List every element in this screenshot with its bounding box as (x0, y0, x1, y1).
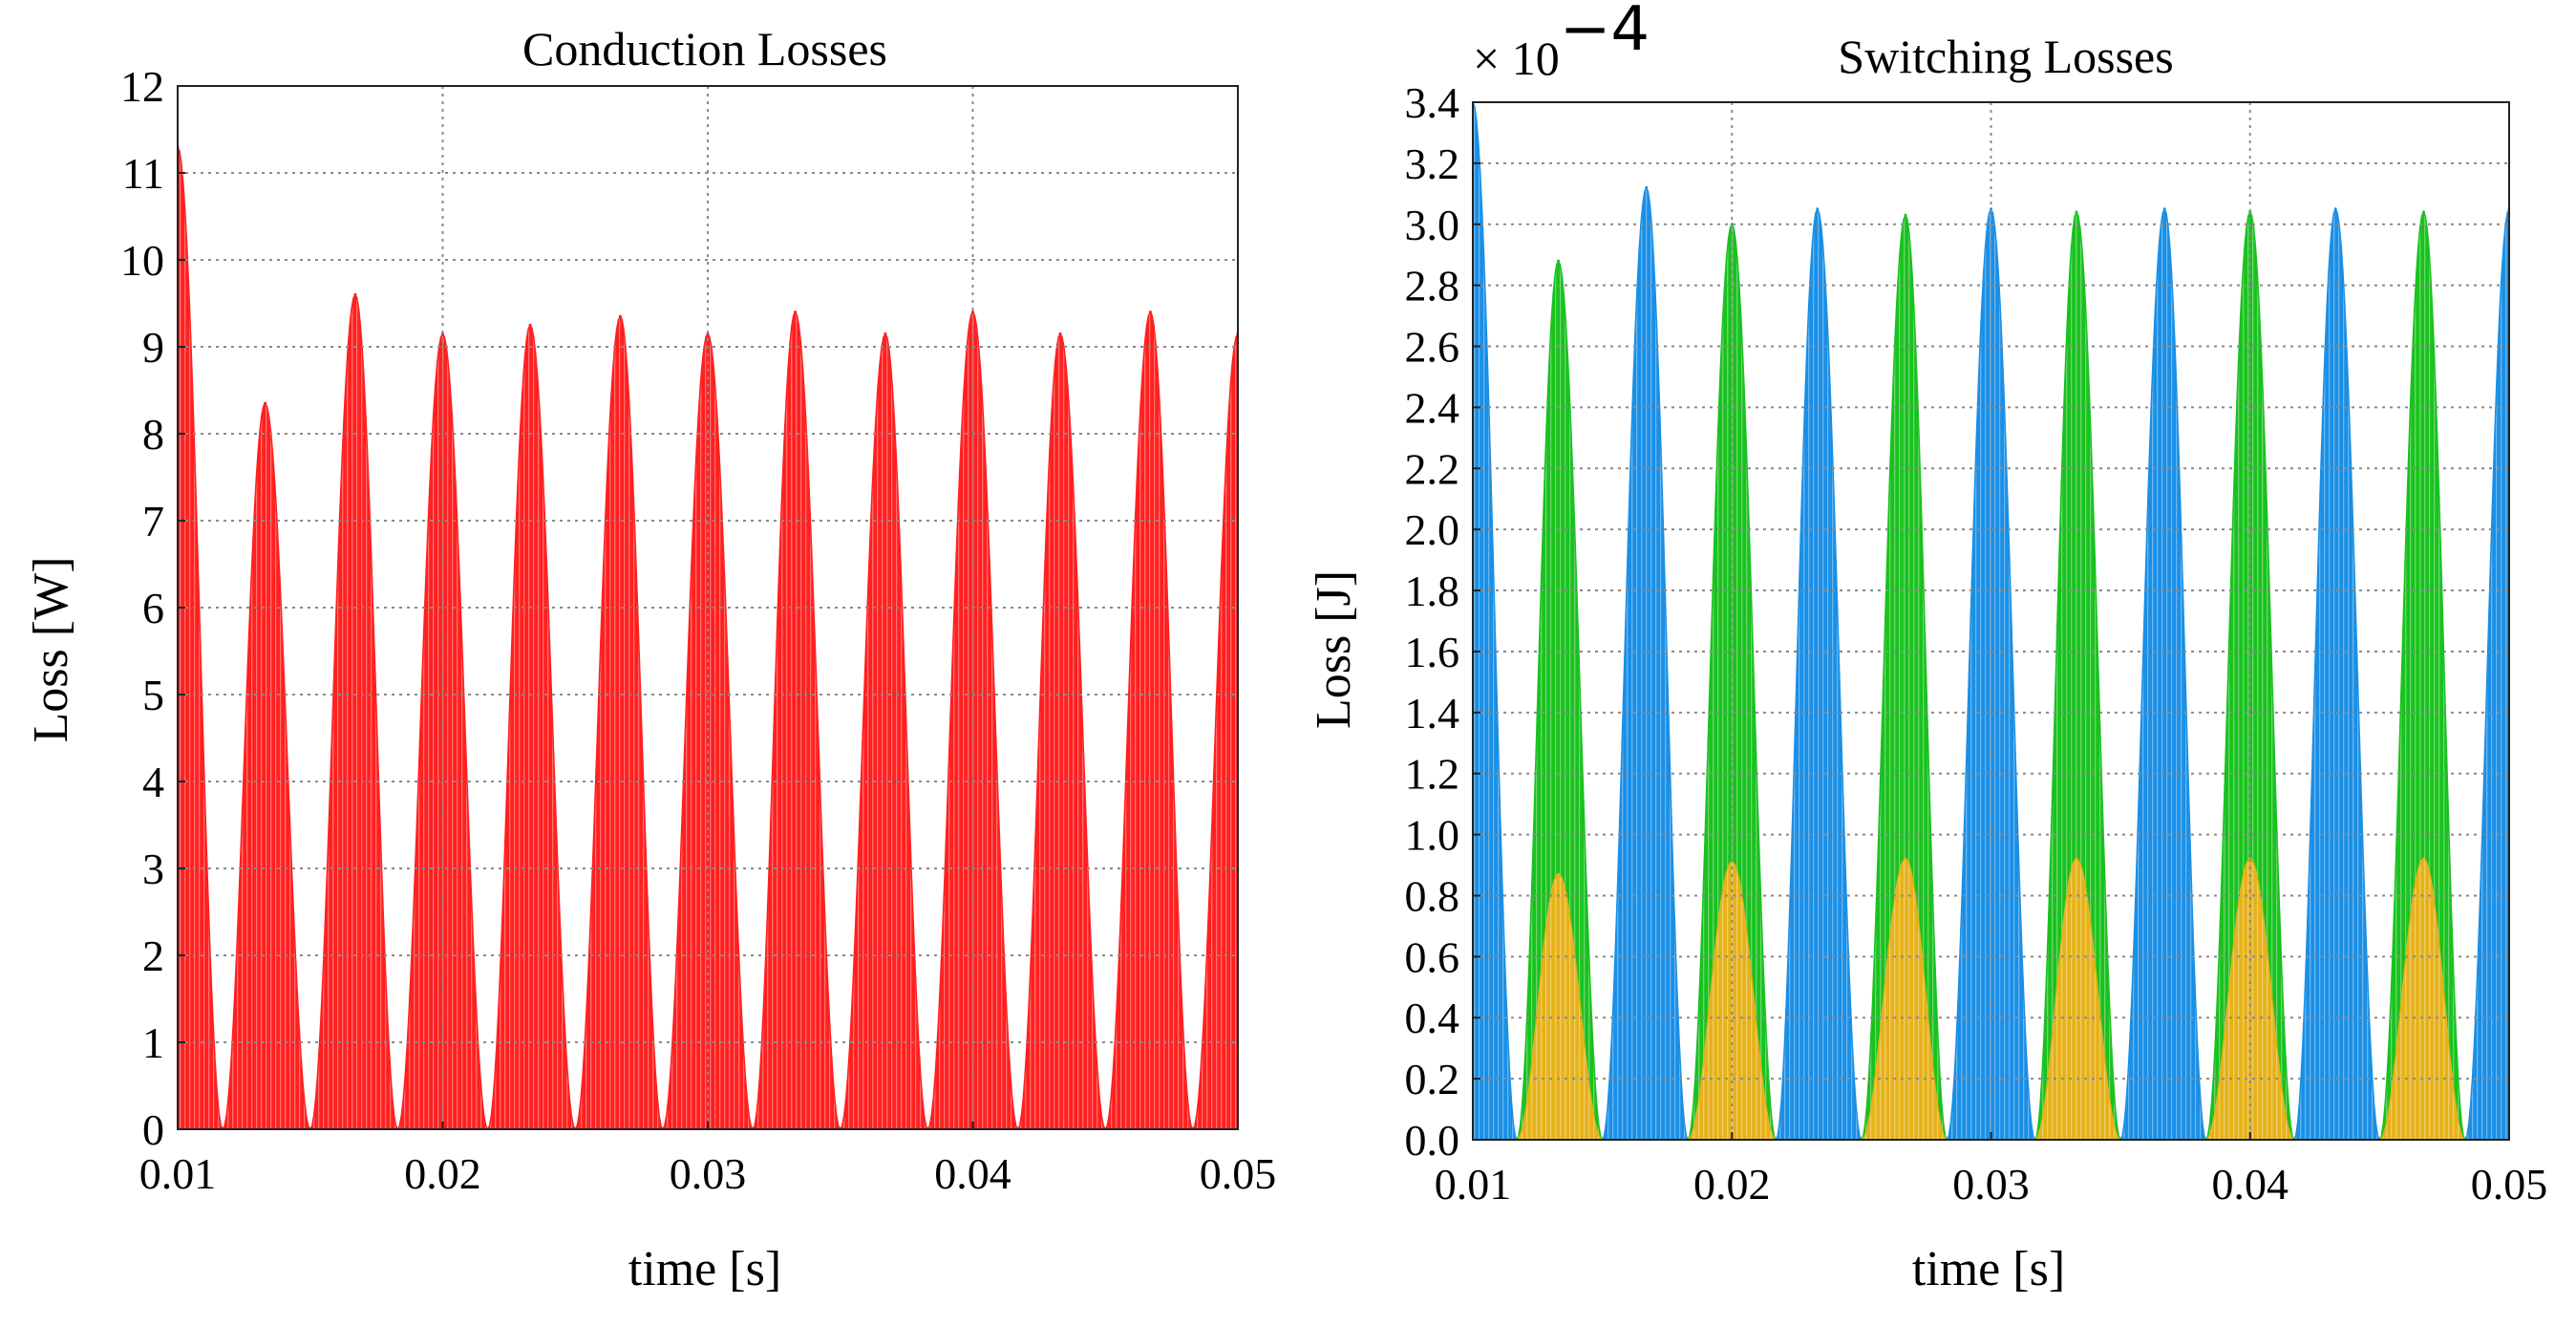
y-tick-label: 1 (142, 1018, 164, 1067)
data-point (794, 310, 798, 314)
data-point (1816, 207, 1820, 211)
data-point (2421, 210, 2425, 214)
x-tick-label: 0.04 (2212, 1160, 2289, 1209)
chart-title: Conduction Losses (522, 22, 887, 75)
data-point (971, 310, 974, 314)
y-tick-label: 10 (120, 236, 164, 285)
data-point (528, 323, 532, 327)
data-point (1557, 259, 1561, 263)
data-point (2421, 857, 2425, 861)
data-point (1058, 332, 1062, 335)
y-tick-label: 2.8 (1405, 262, 1460, 310)
y-tick-label: 0 (142, 1105, 164, 1154)
x-tick-label: 0.03 (670, 1149, 747, 1198)
y-tick-label: 1.2 (1405, 750, 1460, 799)
y-tick-label: 7 (142, 497, 164, 546)
x-axis-label: time [s] (1912, 1242, 2065, 1296)
x-axis-label: time [s] (628, 1242, 781, 1296)
x-tick-label: 0.01 (139, 1149, 217, 1198)
data-point (1904, 213, 1907, 217)
y-tick-label: 8 (142, 410, 164, 459)
y-tick-label: 2.6 (1405, 323, 1460, 372)
y-tick-label: 9 (142, 323, 164, 372)
y-tick-label: 3 (142, 845, 164, 893)
grid (1472, 101, 2510, 1141)
y-tick-label: 4 (142, 758, 164, 806)
data-point (353, 292, 357, 296)
conduction-losses-chart: Conduction Losses time [s] Loss [W] 0.01… (24, 22, 1276, 1296)
y-tick-label: 1.8 (1405, 567, 1460, 615)
x-tick-label: 0.04 (934, 1149, 1011, 1198)
y-tick-label: 0.6 (1405, 932, 1460, 981)
y-tick-label: 1.0 (1405, 811, 1460, 860)
data-point (1557, 872, 1561, 876)
y-tick-label: 3.0 (1405, 201, 1460, 249)
data-point (1904, 857, 1907, 861)
y-tick-label: 0.4 (1405, 994, 1460, 1042)
data-point (618, 314, 622, 318)
y-tick-label: 2.2 (1405, 444, 1460, 493)
y-tick-label: 2.4 (1405, 383, 1460, 432)
x-tick-label: 0.02 (1693, 1160, 1771, 1209)
multiplier-base: × 10 (1473, 32, 1560, 85)
y-axis-label: Loss [J] (1307, 570, 1361, 729)
y-tick-label: 1.4 (1405, 689, 1460, 738)
switching-losses-chart: Switching Losses × 10−4 time [s] Loss [J… (1307, 0, 2547, 1296)
y-tick-label: 0.0 (1405, 1116, 1460, 1165)
data-point (2333, 207, 2337, 211)
data-point (2162, 207, 2166, 211)
x-tick-label: 0.02 (404, 1149, 481, 1198)
y-tick-label: 2 (142, 931, 164, 980)
y-tick-label: 2.0 (1405, 505, 1460, 554)
x-tick-label: 0.05 (1200, 1149, 1277, 1198)
y-tick-label: 1.6 (1405, 628, 1460, 676)
x-tick-label: 0.01 (1435, 1160, 1512, 1209)
data-point (264, 401, 267, 405)
y-tick-label: 11 (122, 149, 164, 198)
y-tick-label: 0.8 (1405, 871, 1460, 920)
y-tick-label: 0.2 (1405, 1055, 1460, 1103)
x-tick-label: 0.03 (1952, 1160, 2030, 1209)
y-tick-label: 12 (120, 62, 164, 111)
data-point (1645, 185, 1649, 189)
data-point (2075, 210, 2078, 214)
exponent-multiplier: × 10−4 (1473, 0, 1650, 85)
y-tick-label: 5 (142, 671, 164, 719)
y-axis-label: Loss [W] (24, 557, 78, 743)
chart-title: Switching Losses (1838, 30, 2173, 83)
y-tick-label: 3.4 (1405, 78, 1460, 127)
y-tick-label: 6 (142, 584, 164, 632)
multiplier-exponent: −4 (1560, 0, 1650, 65)
data-point (1148, 310, 1152, 314)
data-point (884, 332, 887, 335)
data-point (2075, 857, 2078, 861)
x-tick-label: 0.05 (2471, 1160, 2548, 1209)
y-tick-label: 3.2 (1405, 139, 1460, 188)
